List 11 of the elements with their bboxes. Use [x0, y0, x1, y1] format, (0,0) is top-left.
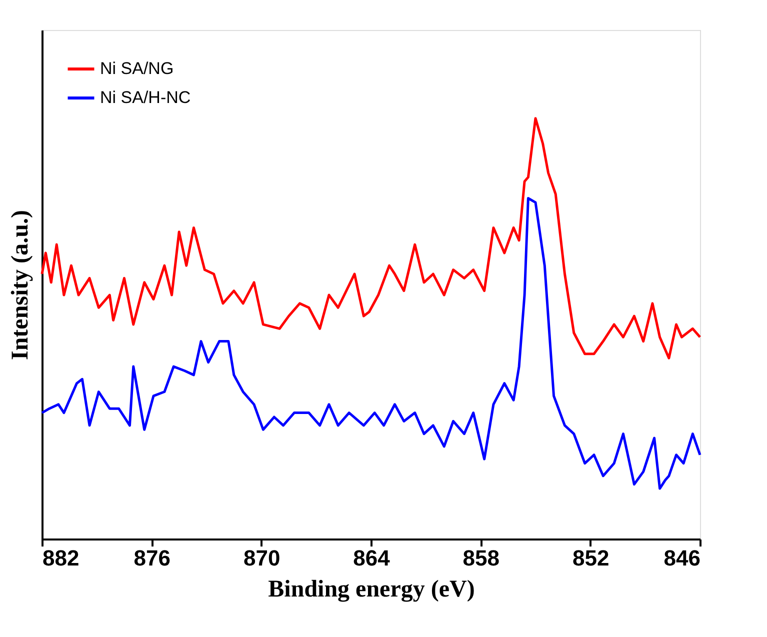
- legend-label: Ni SA/NG: [100, 59, 174, 78]
- x-tick-label: 876: [134, 546, 171, 570]
- x-tick-label: 864: [353, 546, 391, 570]
- y-axis-title: Intensity (a.u.): [8, 210, 34, 360]
- x-tick-label: 852: [572, 546, 610, 570]
- legend-label: Ni SA/H-NC: [100, 88, 191, 107]
- x-tick-label: 858: [462, 546, 500, 570]
- x-tick-label: 870: [243, 546, 280, 570]
- x-tick-label: 846: [664, 546, 700, 570]
- x-tick-label: 882: [42, 546, 80, 570]
- x-axis-title: Binding energy (eV): [268, 576, 475, 602]
